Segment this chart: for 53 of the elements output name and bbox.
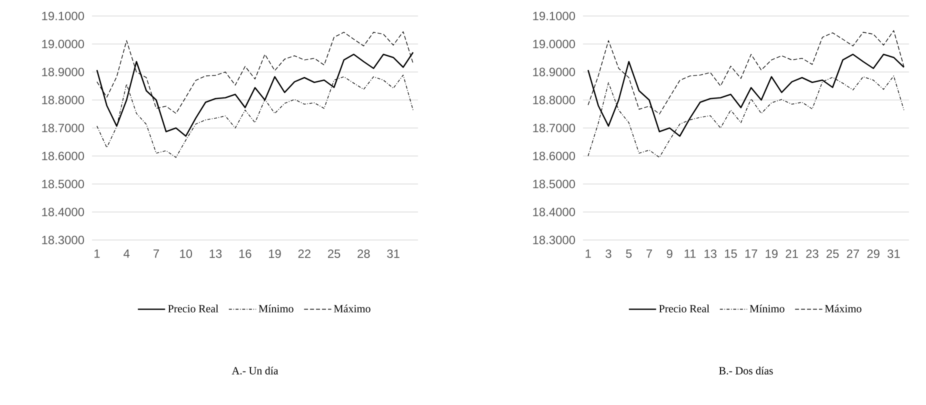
y-tick-label: 19.1000: [42, 12, 84, 20]
y-tick-label: 18.5000: [42, 180, 84, 188]
y-tick-label: 19.0000: [42, 40, 84, 48]
x-tick-label: 28: [358, 250, 370, 258]
x-tick-label: 13: [210, 250, 222, 258]
x-tick-label: 15: [724, 250, 737, 258]
y-tick-label: 18.8000: [42, 96, 84, 104]
y-tick-label: 18.7000: [533, 124, 576, 132]
x-tick-label: 31: [888, 250, 900, 258]
text: A.- Un día: [232, 366, 278, 374]
x-tick-label: 17: [745, 250, 758, 258]
legend-label: Mínimo: [750, 304, 784, 312]
y-tick-label: 18.4000: [533, 208, 576, 216]
y-tick-label: 18.6000: [533, 152, 576, 160]
y-tick-label: 18.5000: [533, 180, 576, 188]
x-tick-label: 1: [586, 250, 591, 258]
x-tick-label: 27: [846, 250, 860, 258]
legend-label: Máximo: [334, 304, 370, 312]
x-tick-label: 13: [704, 250, 716, 258]
x-tick-label: 29: [867, 250, 880, 258]
x-tick-label: 7: [646, 250, 652, 258]
x-tick-label: 1: [94, 250, 100, 258]
x-tick-label: 7: [153, 250, 159, 258]
legend-label: Precio Real: [659, 304, 710, 312]
x-tick-label: 11: [684, 250, 696, 258]
y-tick-label: 19.1000: [533, 12, 576, 20]
y-tick-label: 18.4000: [42, 208, 84, 216]
text: B.- Dos días: [719, 366, 773, 374]
x-tick-label: 25: [328, 250, 340, 258]
x-tick-label: 21: [786, 250, 798, 258]
x-tick-label: 22: [298, 250, 310, 258]
legend-label: Precio Real: [168, 304, 218, 312]
x-tick-label: 19: [766, 250, 778, 258]
x-tick-label: 19: [269, 250, 281, 258]
legend-label: Mínimo: [258, 304, 294, 312]
y-tick-label: 18.9000: [42, 68, 84, 76]
x-tick-label: 4: [124, 250, 130, 258]
y-tick-label: 18.6000: [42, 152, 84, 160]
y-tick-label: 18.8000: [533, 96, 576, 104]
x-tick-label: 5: [626, 250, 632, 258]
x-tick-label: 9: [666, 250, 672, 258]
legend-label: Máximo: [824, 304, 862, 312]
x-tick-label: 16: [239, 250, 252, 258]
x-tick-label: 23: [806, 250, 818, 258]
x-tick-label: 3: [606, 250, 612, 258]
x-tick-label: 31: [387, 250, 400, 258]
y-tick-label: 18.9000: [533, 68, 576, 76]
y-tick-label: 19.0000: [533, 40, 576, 48]
y-tick-label: 18.3000: [42, 236, 84, 244]
y-tick-label: 18.3000: [533, 236, 576, 244]
y-tick-label: 18.7000: [42, 124, 84, 132]
x-tick-label: 10: [180, 250, 192, 258]
x-tick-label: 25: [826, 250, 839, 258]
